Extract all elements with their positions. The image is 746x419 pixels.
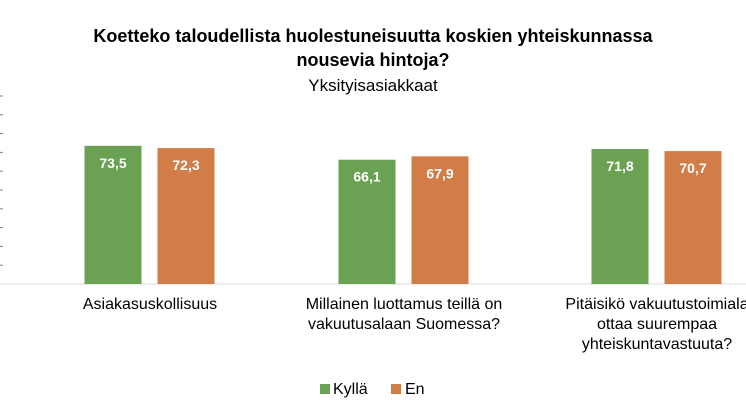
bar-kylla-0: [84, 145, 142, 284]
category-label-2-line-2: yhteiskuntavastuuta?: [582, 336, 732, 353]
legend: Kyllä En: [320, 381, 425, 398]
legend-label-en: En: [405, 381, 425, 398]
bar-en-2: [664, 151, 722, 284]
chart-title-line-2: nousevia hintoja?: [296, 50, 449, 70]
chart-title-line-1: Koetteko taloudellista huolestuneisuutta…: [93, 26, 653, 46]
data-label-kylla-2: 71,8: [606, 158, 633, 174]
data-label-kylla-1: 66,1: [353, 169, 380, 185]
data-label-en-0: 72,3: [172, 157, 199, 173]
bar-series-group: 73,5 66,1 71,8 72,3 67,9 70,7: [84, 145, 722, 284]
legend-swatch-en: [391, 384, 401, 394]
bar-en-0: [157, 148, 215, 284]
category-label-2-line-1: ottaa suurempaa: [597, 316, 717, 333]
legend-label-kylla: Kyllä: [333, 381, 368, 398]
category-label-2-line-0: Pitäisikö vakuutustoimiala: [565, 296, 746, 313]
category-label-0-line-0: Asiakasuskollisuus: [83, 296, 217, 313]
data-label-en-1: 67,9: [426, 165, 453, 181]
category-label-1-line-1: vakuutusalaan Suomessa?: [308, 316, 500, 333]
legend-swatch-kylla: [320, 384, 330, 394]
bar-kylla-1: [338, 159, 396, 284]
bar-kylla-2: [591, 149, 649, 284]
category-label-1-line-0: Millainen luottamus teillä on: [306, 296, 503, 313]
chart-subtitle: Yksityisasiakkaat: [308, 76, 438, 95]
data-label-en-2: 70,7: [679, 160, 706, 176]
category-labels: Asiakasuskollisuus Millainen luottamus te…: [83, 296, 746, 353]
y-axis-tick-marks: [0, 95, 3, 285]
bar-en-1: [411, 156, 469, 284]
data-label-kylla-0: 73,5: [99, 155, 126, 171]
